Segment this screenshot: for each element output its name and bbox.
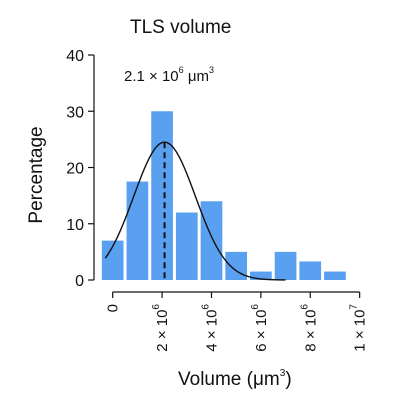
fit-curve <box>104 141 286 281</box>
x-tick-exponent: 6 <box>250 304 261 310</box>
x-tick-base: 1 × 10 <box>352 310 369 352</box>
x-tick-exponent: 6 <box>151 304 162 310</box>
x-tick-exponent: 7 <box>349 304 360 310</box>
y-tick-label: 40 <box>66 48 84 65</box>
x-axis-label-main: Volume (μm <box>178 369 280 390</box>
x-axis-label: Volume (μm3) <box>178 368 292 390</box>
x-tick-label: 0 <box>105 304 122 312</box>
histogram-bar <box>101 240 124 280</box>
x-tick-base: 2 × 10 <box>154 310 171 352</box>
x-axis-label-close: ) <box>285 369 291 390</box>
fit-curve-group <box>104 141 286 281</box>
histogram-bar <box>225 251 248 280</box>
x-tick-label: 6 × 106 <box>250 304 270 352</box>
y-tick-label: 20 <box>66 161 84 178</box>
x-tick-label: 8 × 106 <box>299 304 319 352</box>
annotation-unit-exponent: 3 <box>209 65 214 75</box>
annotation-base: 2.1 × 10 <box>124 68 179 85</box>
x-axis-label-sup: 3 <box>280 368 286 379</box>
histogram-bar <box>151 111 173 280</box>
annotation-unit: μm <box>184 68 209 85</box>
x-tick-base: 4 × 10 <box>203 310 220 352</box>
histogram-bar <box>324 271 346 280</box>
x-tick-label: 1 × 107 <box>349 304 369 352</box>
annotation-exponent: 6 <box>179 65 184 75</box>
histogram-bar <box>274 251 297 280</box>
x-tick-label: 4 × 106 <box>200 304 220 352</box>
y-tick-label: 10 <box>66 217 84 234</box>
x-tick-exponent: 6 <box>200 304 211 310</box>
histogram-bar <box>200 201 223 280</box>
x-tick-base: 0 <box>105 304 122 312</box>
x-tick-exponent: 6 <box>299 304 310 310</box>
y-tick-label: 0 <box>75 273 84 290</box>
bars <box>101 111 346 280</box>
histogram-bar <box>250 271 272 280</box>
histogram-bar <box>126 181 149 280</box>
x-tick-base: 8 × 10 <box>302 310 319 352</box>
histogram-bar <box>299 261 322 280</box>
y-axis-label: Percentage <box>26 126 47 223</box>
x-tick-label: 2 × 106 <box>151 304 171 352</box>
chart-title: TLS volume <box>130 17 231 38</box>
y-axis: 0 10 20 30 40 <box>66 48 95 290</box>
x-tick-base: 6 × 10 <box>253 310 270 352</box>
y-tick-label: 30 <box>66 104 84 121</box>
histogram-bar <box>175 212 198 280</box>
median-annotation: 2.1 × 106 μm3 <box>124 65 214 85</box>
